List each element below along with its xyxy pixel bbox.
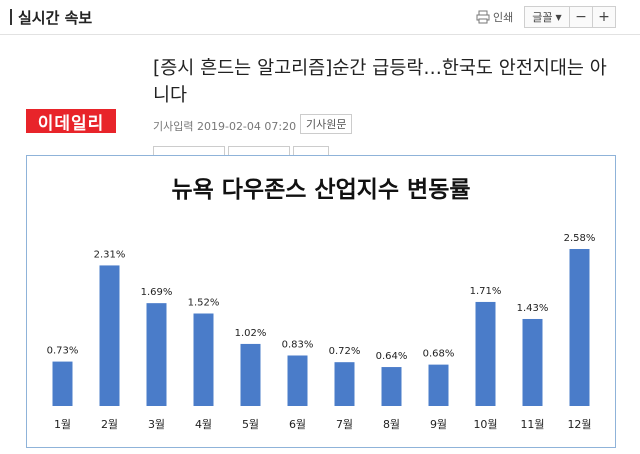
value-label-7: 0.72% [329,346,361,357]
bar-12 [569,249,590,406]
printer-icon [476,10,490,24]
category-label-5: 5월 [242,418,259,431]
bar-10 [475,301,496,406]
value-label-5: 1.02% [235,328,267,339]
value-label-9: 0.68% [423,349,455,360]
publisher-logo[interactable]: 이데일리 [26,109,116,134]
value-label-6: 0.83% [282,339,314,350]
bar-7 [334,362,355,406]
value-label-11: 1.43% [517,303,549,314]
tab-stub [153,146,225,157]
value-label-8: 0.64% [376,351,408,362]
original-article-button[interactable]: 기사원문 [300,114,353,134]
value-label-2: 2.31% [94,249,126,260]
category-label-10: 10월 [473,418,497,431]
article-figure: 뉴욕 다우존스 산업지수 변동률 0.73% 1월 2.31% 2월 1.69% 3월 1.… [26,155,616,448]
category-label-6: 6월 [289,418,306,431]
value-label-10: 1.71% [470,286,502,297]
category-label-4: 4월 [195,418,212,431]
article-timestamp: 기사입력 2019-02-04 07:20 [153,120,297,133]
value-label-12: 2.58% [564,233,596,244]
category-label-11: 11월 [520,418,544,431]
category-label-1: 1월 [54,418,71,431]
bar-4 [193,313,214,406]
font-select-button[interactable]: 글꼴 ▼ [524,6,570,28]
font-increase-button[interactable]: + [592,6,616,28]
section-title: 실시간 속보 [18,9,93,27]
print-label: 인쇄 [493,11,514,24]
bar-1 [52,361,73,406]
bar-2 [99,265,120,406]
top-bar: 실시간 속보 인쇄 글꼴 ▼ − + [0,0,640,35]
bar-11 [522,318,543,406]
category-label-3: 3월 [148,418,165,431]
font-decrease-button[interactable]: − [569,6,593,28]
bar-8 [381,367,402,406]
tab-stub [293,146,329,157]
bar-chart: 뉴욕 다우존스 산업지수 변동률 0.73% 1월 2.31% 2월 1.69% 3월 1.… [47,177,596,431]
font-label: 글꼴 [532,11,553,24]
category-label-7: 7월 [336,418,353,431]
print-button[interactable]: 인쇄 [476,8,513,26]
bar-6 [287,355,308,406]
font-size-controls: 글꼴 ▼ − + [524,6,616,28]
value-label-1: 0.73% [47,346,79,357]
category-label-9: 9월 [430,418,447,431]
chart-title: 뉴욕 다우존스 산업지수 변동률 [171,177,470,203]
category-label-12: 12월 [567,418,591,431]
tab-stub [228,146,290,157]
section-marker [10,9,12,25]
value-label-3: 1.69% [141,287,173,298]
category-label-8: 8월 [383,418,400,431]
value-label-4: 1.52% [188,298,220,309]
bar-9 [428,364,449,406]
bar-3 [146,303,167,406]
bar-5 [240,343,261,406]
category-label-2: 2월 [101,418,118,431]
article-headline[interactable]: [증시 흔드는 알고리즘]순간 급등락…한국도 안전지대는 아니다 [153,58,607,106]
caret-down-icon: ▼ [555,12,562,22]
